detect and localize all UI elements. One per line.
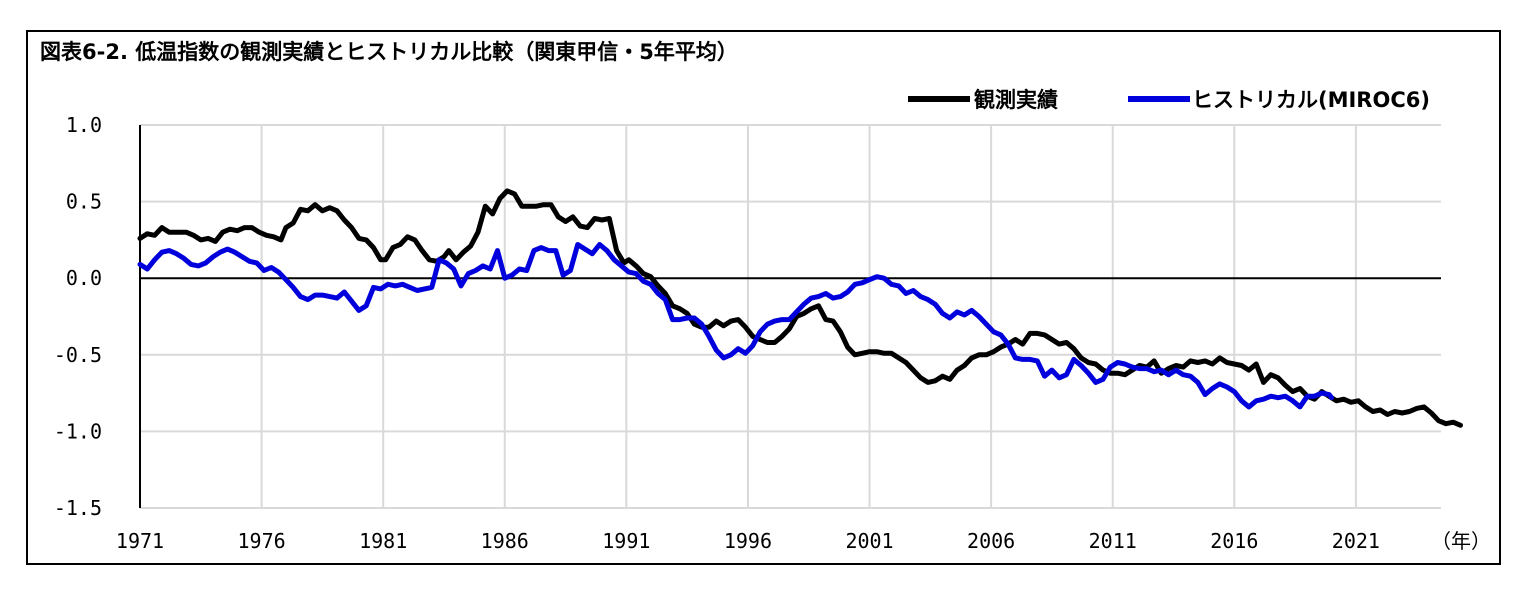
x-tick-label: 1996: [724, 529, 772, 553]
x-axis-labels: 1971 1976 1981 1986 1991 1996 2001 2006 2011 2016…: [116, 529, 1491, 553]
x-tick-label: 1981: [359, 529, 407, 553]
x-tick-label: 1991: [602, 529, 650, 553]
x-tick-label: 2006: [967, 529, 1015, 553]
legend-label: 観測実績: [974, 88, 1058, 112]
legend: 観測実績 ヒストリカル(MIROC6): [908, 88, 1430, 112]
x-tick-label: 2001: [845, 529, 893, 553]
x-tick-label: 1971: [116, 529, 164, 553]
series-line-historical: [137, 242, 1335, 410]
y-tick-label: 1.0: [66, 113, 102, 137]
y-axis-labels: 1.0 0.5 0.0 -0.5 -1.0 -1.5: [54, 113, 102, 520]
series-line-observed: [137, 188, 1463, 428]
y-tick-label: 0.5: [66, 190, 102, 214]
chart-frame: [26, 30, 1501, 565]
series-lines: [137, 188, 1463, 428]
y-tick-label: -1.0: [54, 419, 102, 443]
x-tick-label: 2011: [1089, 529, 1137, 553]
x-tick-label: 1976: [238, 529, 286, 553]
x-tick-label: 2021: [1332, 529, 1380, 553]
y-tick-label: 0.0: [66, 266, 102, 290]
legend-label: ヒストリカル(MIROC6): [1192, 88, 1430, 112]
chart-title: 図表6-2. 低温指数の観測実績とヒストリカル比較（関東甲信・5年平均）: [40, 40, 738, 64]
y-tick-label: -0.5: [54, 343, 102, 367]
x-tick-label: 1986: [481, 529, 529, 553]
x-axis-unit: （年）: [1431, 529, 1491, 553]
y-tick-label: -1.5: [54, 496, 102, 520]
grid-lines: [139, 124, 1441, 509]
x-tick-label: 2016: [1210, 529, 1258, 553]
